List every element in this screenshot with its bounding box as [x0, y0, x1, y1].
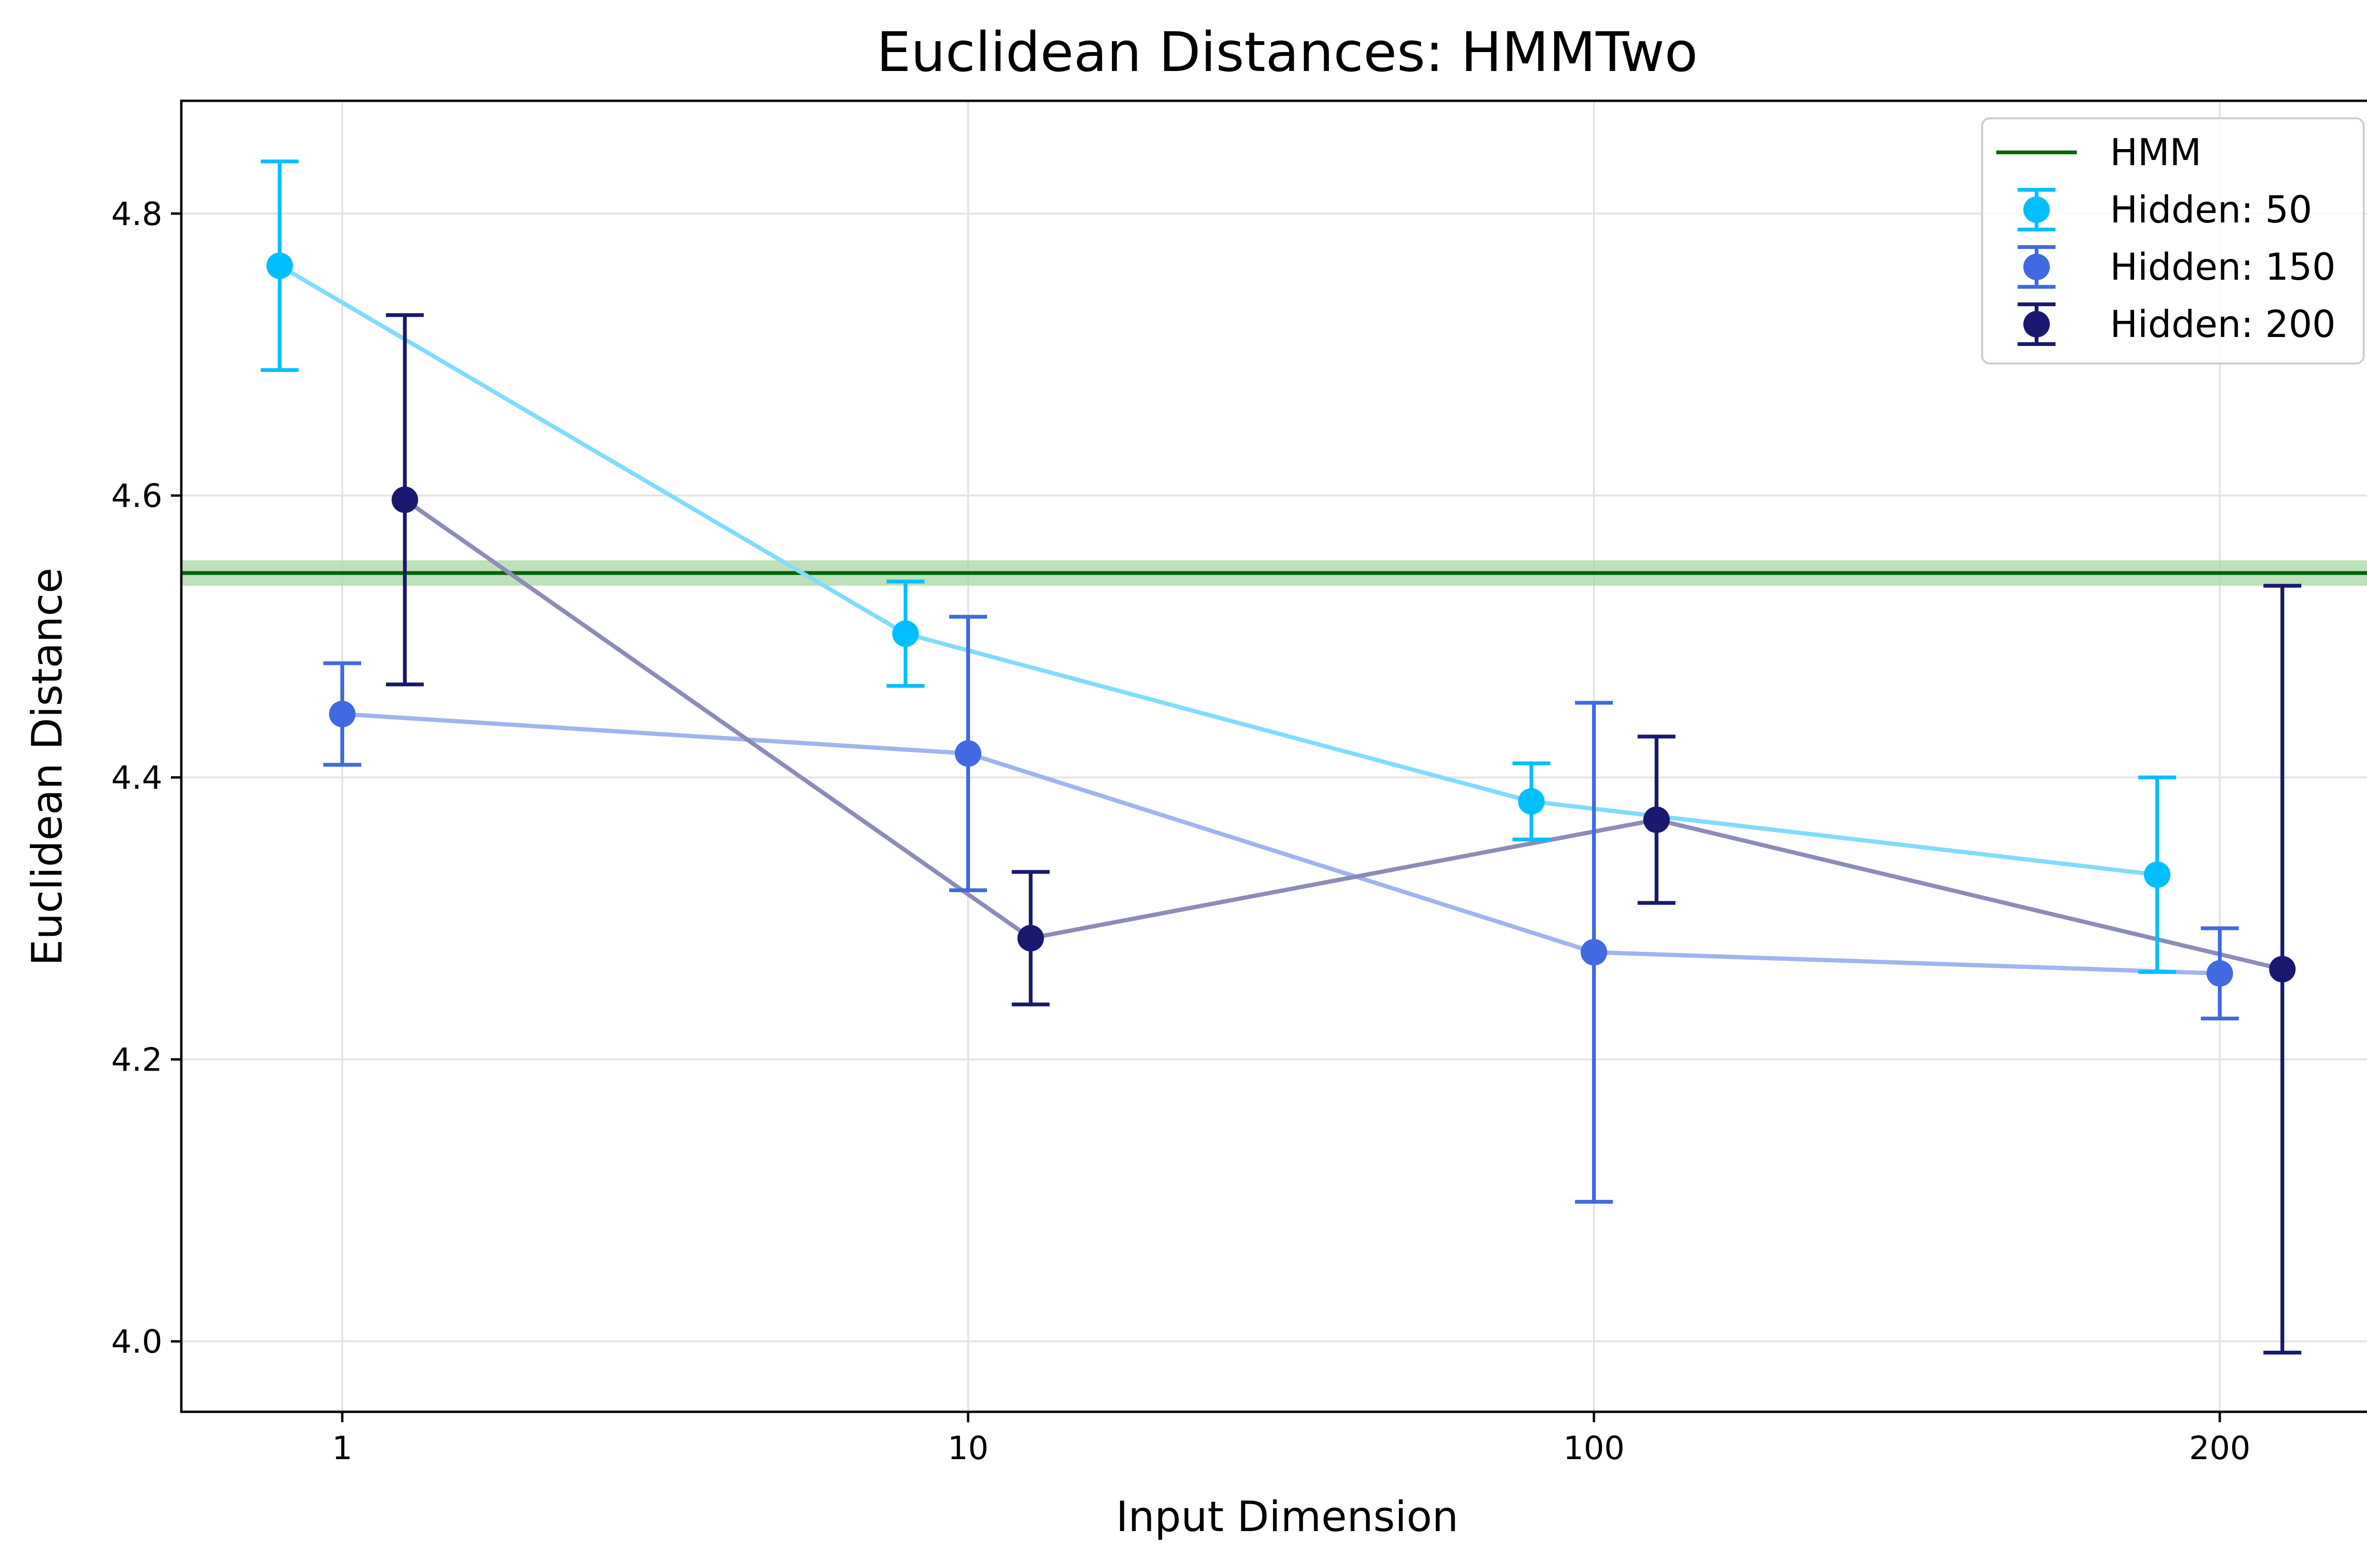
legend-label: Hidden: 150: [2110, 246, 2336, 289]
x-tick-label: 200: [2189, 1430, 2251, 1467]
data-point: [955, 740, 981, 767]
y-tick-label: 4.6: [111, 478, 162, 515]
data-point: [266, 252, 293, 279]
x-tick-label: 100: [1563, 1430, 1625, 1467]
plot-frame: [180, 99, 2367, 1413]
data-point: [2269, 956, 2296, 983]
axes: 1 10 100 200 4.0 4.2 4.4 4.6 4.8: [111, 99, 2367, 1467]
x-tick-label: 1: [332, 1430, 352, 1467]
y-tick-label: 4.8: [111, 195, 162, 233]
x-axis-label: Input Dimension: [1116, 1492, 1459, 1541]
series-line: [278, 264, 2158, 877]
data-point: [2144, 861, 2171, 888]
y-tick-label: 4.2: [111, 1041, 162, 1079]
legend-swatch-marker: [2023, 311, 2050, 337]
data-point: [392, 486, 418, 513]
data-point: [2207, 960, 2233, 987]
data-point: [1017, 925, 1044, 952]
legend-label: Hidden: 200: [2110, 303, 2336, 346]
legend-label: HMM: [2110, 132, 2201, 174]
chart-title: Euclidean Distances: HMMTwo: [877, 21, 1698, 84]
data-point: [1643, 806, 1670, 833]
reference-line-group: [181, 560, 2367, 586]
legend-label: Hidden: 50: [2110, 189, 2312, 231]
legend-swatch-marker: [2023, 196, 2050, 223]
legend-swatch-marker: [2023, 254, 2050, 280]
data-point: [1581, 939, 1607, 966]
series-line: [403, 498, 2283, 972]
data-point: [892, 620, 919, 647]
data-point: [329, 700, 356, 727]
y-tick-label: 4.0: [111, 1323, 162, 1361]
x-tick-label: 10: [948, 1430, 989, 1467]
legend-box: [1981, 117, 2365, 364]
legend: HMM Hidden: 50 Hidden: 150 Hidden: 200: [1981, 117, 2365, 364]
series-line: [342, 712, 2220, 976]
y-axis-label: Euclidean Distance: [23, 567, 71, 966]
y-tick-label: 4.4: [111, 760, 162, 797]
data-point: [1518, 788, 1545, 815]
series-group: [260, 159, 2302, 1355]
